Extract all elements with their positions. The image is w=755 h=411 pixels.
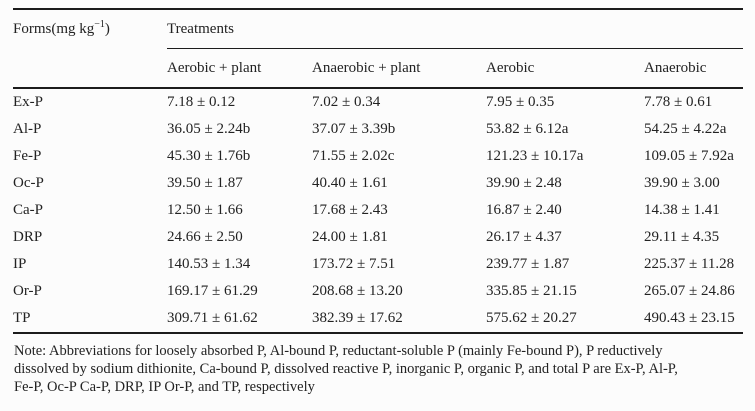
value-cell: 140.53 ± 1.34 <box>167 256 251 272</box>
table-row: IP 140.53 ± 1.34 173.72 ± 7.51 239.77 ± … <box>13 251 743 278</box>
row-label: Ca-P <box>13 202 43 218</box>
value-cell: 39.50 ± 1.87 <box>167 175 243 191</box>
value-cell: 71.55 ± 2.02c <box>312 148 395 164</box>
column-header-aerobic: Aerobic <box>486 48 644 89</box>
header-group-row: Forms(mg kg−1) Treatments <box>13 9 744 49</box>
value-cell: 39.90 ± 3.00 <box>644 175 720 191</box>
forms-header: Forms(mg kg−1) <box>13 9 167 49</box>
row-label: Fe-P <box>13 148 42 164</box>
value-cell: 173.72 ± 7.51 <box>312 256 396 272</box>
table-row: Ex-P 7.18 ± 0.12 7.02 ± 0.34 7.95 ± 0.35… <box>13 88 743 116</box>
value-cell: 45.30 ± 1.76b <box>167 148 251 164</box>
value-cell: 39.90 ± 2.48 <box>486 175 562 191</box>
value-cell: 7.78 ± 0.61 <box>644 94 713 110</box>
value-cell: 335.85 ± 21.15 <box>486 283 577 299</box>
value-cell: 29.11 ± 4.35 <box>644 229 720 245</box>
table-row: Oc-P 39.50 ± 1.87 40.40 ± 1.61 39.90 ± 2… <box>13 170 743 197</box>
table-row: DRP 24.66 ± 2.50 24.00 ± 1.81 26.17 ± 4.… <box>13 224 743 251</box>
value-cell: 53.82 ± 6.12a <box>486 121 569 137</box>
value-cell: 37.07 ± 3.39b <box>312 121 396 137</box>
value-cell: 24.00 ± 1.81 <box>312 229 388 245</box>
column-header-anaerobic: Anaerobic <box>644 48 744 89</box>
value-cell: 239.77 ± 1.87 <box>486 256 570 272</box>
row-label: Or-P <box>13 283 42 299</box>
value-cell: 265.07 ± 24.86 <box>644 283 735 299</box>
value-cell: 7.18 ± 0.12 <box>167 94 236 110</box>
value-cell: 17.68 ± 2.43 <box>312 202 388 218</box>
value-cell: 26.17 ± 4.37 <box>486 229 562 245</box>
value-cell: 575.62 ± 20.27 <box>486 310 577 326</box>
value-cell: 109.05 ± 7.92a <box>644 148 734 164</box>
row-label: Al-P <box>13 121 42 137</box>
empty-header-cell <box>13 48 167 89</box>
table-row: Or-P 169.17 ± 61.29 208.68 ± 13.20 335.8… <box>13 278 743 305</box>
table-row: Al-P 36.05 ± 2.24b 37.07 ± 3.39b 53.82 ±… <box>13 116 743 143</box>
value-cell: 225.37 ± 11.28 <box>644 256 735 272</box>
forms-header-suffix: ) <box>104 20 110 37</box>
note-line: Fe-P, Oc-P Ca-P, DRP, IP Or-P, and TP, r… <box>14 379 315 395</box>
table-row: Fe-P 45.30 ± 1.76b 71.55 ± 2.02c 121.23 … <box>13 143 743 170</box>
value-cell: 54.25 ± 4.22a <box>644 121 727 137</box>
value-cell: 121.23 ± 10.17a <box>486 148 584 164</box>
value-cell: 490.43 ± 23.15 <box>644 310 735 326</box>
phosphorus-forms-table: Forms(mg kg−1) Treatments Aerobic + plan… <box>13 8 744 334</box>
table-note: Note: Abbreviations for loosely absorbed… <box>14 342 743 396</box>
row-label: Ex-P <box>13 94 43 110</box>
row-label: IP <box>13 256 27 272</box>
value-cell: 7.02 ± 0.34 <box>312 94 381 110</box>
table-figure: Forms(mg kg−1) Treatments Aerobic + plan… <box>13 8 744 396</box>
column-header-aerobic-plant: Aerobic + plant <box>167 48 312 89</box>
row-label: DRP <box>13 229 43 245</box>
value-cell: 7.95 ± 0.35 <box>486 94 555 110</box>
value-cell: 169.17 ± 61.29 <box>167 283 258 299</box>
value-cell: 382.39 ± 17.62 <box>312 310 403 326</box>
value-cell: 12.50 ± 1.66 <box>167 202 243 218</box>
value-cell: 208.68 ± 13.20 <box>312 283 403 299</box>
value-cell: 24.66 ± 2.50 <box>167 229 243 245</box>
note-line: dissolved by sodium dithionite, Ca-bound… <box>14 361 678 377</box>
forms-header-prefix: Forms(mg kg <box>13 20 95 37</box>
table-row: Ca-P 12.50 ± 1.66 17.68 ± 2.43 16.87 ± 2… <box>13 197 743 224</box>
column-header-row: Aerobic + plant Anaerobic + plant Aerobi… <box>13 48 744 89</box>
value-cell: 14.38 ± 1.41 <box>644 202 720 218</box>
forms-header-superscript: −1 <box>94 18 105 30</box>
treatments-header: Treatments <box>167 9 744 49</box>
note-line: Note: Abbreviations for loosely absorbed… <box>14 343 663 359</box>
value-cell: 40.40 ± 1.61 <box>312 175 388 191</box>
value-cell: 36.05 ± 2.24b <box>167 121 251 137</box>
row-label: TP <box>13 310 31 326</box>
row-label: Oc-P <box>13 175 44 191</box>
value-cell: 16.87 ± 2.40 <box>486 202 562 218</box>
table-row: TP 309.71 ± 61.62 382.39 ± 17.62 575.62 … <box>13 305 743 333</box>
column-header-anaerobic-plant: Anaerobic + plant <box>312 48 486 89</box>
value-cell: 309.71 ± 61.62 <box>167 310 258 326</box>
